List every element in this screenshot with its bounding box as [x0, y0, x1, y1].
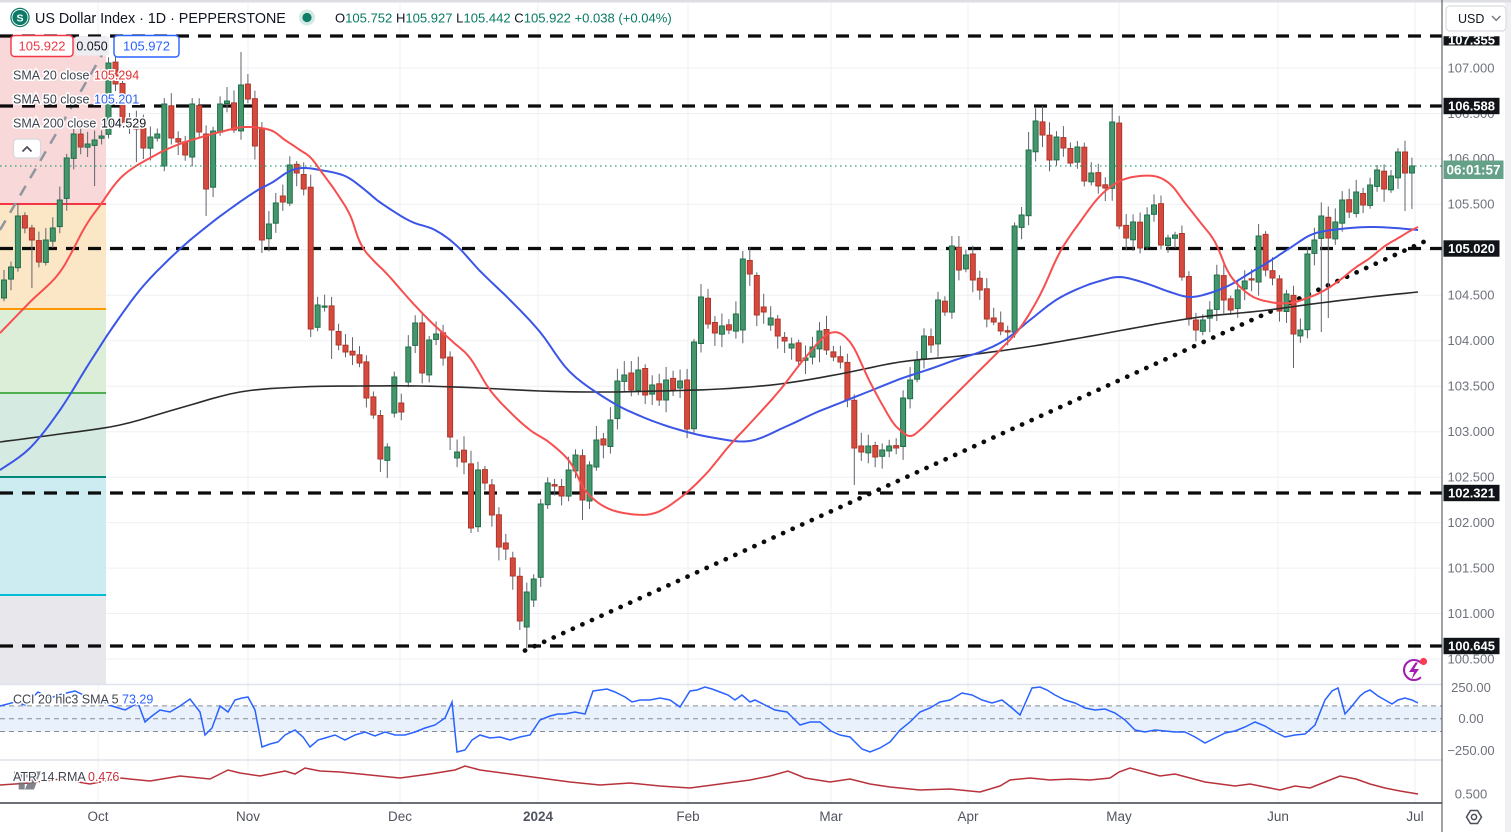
svg-text:Feb: Feb — [676, 809, 699, 824]
svg-text:SMA 200 close: SMA 200 close — [13, 117, 96, 131]
svg-text:105.020: 105.020 — [1448, 241, 1495, 256]
svg-text:104.000: 104.000 — [1448, 333, 1495, 348]
svg-text:2024: 2024 — [523, 809, 554, 824]
svg-text:S: S — [16, 12, 23, 24]
svg-text:Dec: Dec — [388, 809, 412, 824]
svg-text:Apr: Apr — [957, 809, 979, 824]
svg-text:US Dollar Index · 1D · PEPPERS: US Dollar Index · 1D · PEPPERSTONE — [35, 11, 286, 27]
svg-text:107.000: 107.000 — [1448, 60, 1495, 75]
svg-text:0.476: 0.476 — [88, 770, 119, 784]
svg-text:Oct: Oct — [87, 809, 108, 824]
svg-text:May: May — [1106, 809, 1132, 824]
svg-text:106.588: 106.588 — [1448, 98, 1495, 113]
svg-text:USD: USD — [1458, 12, 1484, 26]
svg-text:−250.00: −250.00 — [1447, 743, 1494, 758]
svg-text:102.000: 102.000 — [1448, 515, 1495, 530]
svg-text:ATR 14 RMA: ATR 14 RMA — [13, 770, 86, 784]
svg-text:101.000: 101.000 — [1448, 606, 1495, 621]
svg-text:SMA 50 close: SMA 50 close — [13, 93, 89, 107]
svg-text:102.500: 102.500 — [1448, 470, 1495, 485]
svg-text:250.00: 250.00 — [1451, 680, 1491, 695]
svg-text:CCI 20 hlc3 SMA 5: CCI 20 hlc3 SMA 5 — [13, 693, 119, 707]
svg-text:O105.752 H105.927 L105.442 C10: O105.752 H105.927 L105.442 C105.922 +0.0… — [335, 11, 672, 26]
svg-text:Nov: Nov — [236, 809, 260, 824]
svg-text:104.500: 104.500 — [1448, 288, 1495, 303]
svg-text:100.645: 100.645 — [1448, 638, 1495, 653]
svg-text:104.529: 104.529 — [101, 117, 146, 131]
svg-text:Jul: Jul — [1406, 809, 1423, 824]
svg-text:100.500: 100.500 — [1448, 651, 1495, 666]
svg-text:SMA 20 close: SMA 20 close — [13, 69, 89, 83]
svg-text:102.321: 102.321 — [1448, 485, 1495, 500]
svg-text:105.972: 105.972 — [123, 39, 170, 54]
svg-text:105.922: 105.922 — [19, 39, 66, 54]
svg-text:Mar: Mar — [819, 809, 843, 824]
svg-text:0.050: 0.050 — [76, 40, 107, 54]
svg-text:0.500: 0.500 — [1455, 787, 1488, 802]
svg-text:101.500: 101.500 — [1448, 560, 1495, 575]
svg-text:0.00: 0.00 — [1458, 711, 1483, 726]
svg-text:Jun: Jun — [1267, 809, 1289, 824]
svg-text:105.294: 105.294 — [94, 69, 139, 83]
svg-text:103.500: 103.500 — [1448, 379, 1495, 394]
svg-text:105.500: 105.500 — [1448, 197, 1495, 212]
svg-text:103.000: 103.000 — [1448, 424, 1495, 439]
svg-text:73.29: 73.29 — [122, 693, 153, 707]
svg-text:06:01:57: 06:01:57 — [1446, 162, 1500, 177]
svg-text:105.201: 105.201 — [94, 93, 139, 107]
svg-text:107.355: 107.355 — [1448, 32, 1495, 47]
